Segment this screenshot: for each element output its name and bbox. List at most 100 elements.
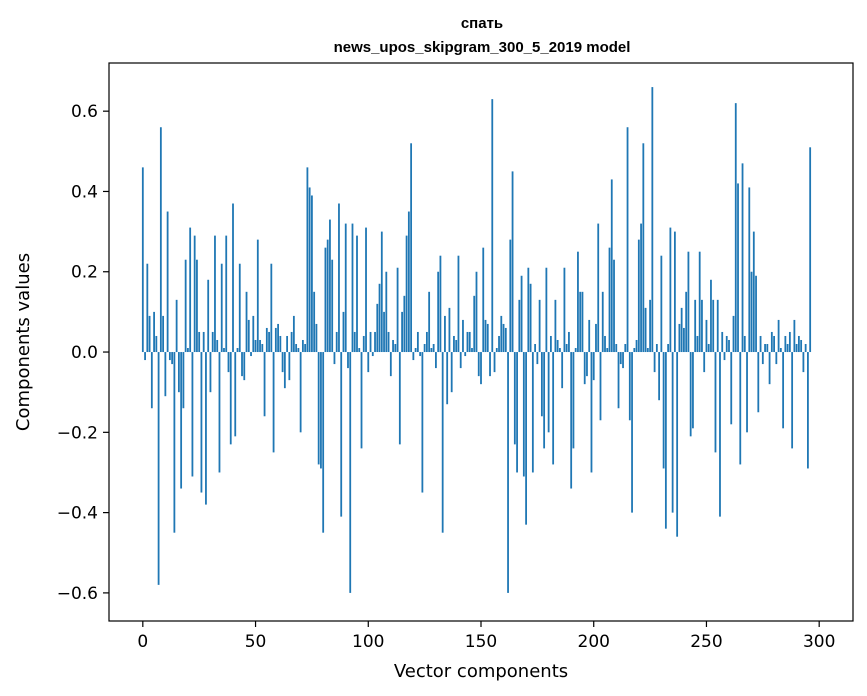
bar bbox=[791, 352, 794, 449]
bar bbox=[676, 352, 679, 537]
bar bbox=[349, 352, 352, 593]
bar bbox=[421, 352, 424, 493]
bar bbox=[640, 223, 642, 353]
bar bbox=[565, 344, 568, 353]
bar bbox=[155, 335, 158, 353]
bar bbox=[365, 227, 367, 353]
x-tick-label: 300 bbox=[803, 632, 835, 652]
bar bbox=[398, 352, 401, 445]
bar bbox=[243, 352, 246, 381]
bar bbox=[182, 352, 185, 409]
bar bbox=[723, 352, 726, 361]
bar bbox=[581, 291, 584, 353]
bar bbox=[597, 223, 600, 353]
bar bbox=[265, 327, 268, 353]
bar bbox=[320, 352, 322, 469]
chart-subtitle: news_upos_skipgram_300_5_2019 model bbox=[334, 39, 631, 56]
bar bbox=[306, 167, 309, 353]
bar bbox=[297, 348, 300, 353]
bar bbox=[685, 291, 688, 353]
bar bbox=[626, 127, 629, 353]
bar bbox=[498, 335, 500, 353]
bar bbox=[322, 352, 325, 533]
bar bbox=[777, 319, 780, 353]
bar bbox=[315, 323, 318, 353]
bar bbox=[277, 323, 279, 353]
bar bbox=[247, 319, 250, 353]
plot-frame bbox=[108, 62, 854, 622]
bar bbox=[552, 352, 555, 465]
y-tick-label: −0.2 bbox=[57, 423, 98, 443]
bar bbox=[664, 352, 667, 529]
bar bbox=[739, 352, 742, 465]
bar bbox=[223, 348, 225, 353]
bar bbox=[554, 299, 557, 353]
bar bbox=[141, 167, 144, 353]
bar bbox=[272, 352, 275, 453]
bar bbox=[385, 271, 388, 353]
bar bbox=[396, 267, 399, 353]
bar bbox=[568, 331, 570, 353]
bar bbox=[741, 163, 744, 353]
bar bbox=[732, 315, 735, 353]
bar bbox=[797, 335, 800, 353]
bar bbox=[540, 352, 543, 417]
bar bbox=[259, 339, 261, 353]
bar bbox=[660, 255, 663, 353]
bar bbox=[680, 307, 683, 353]
bar bbox=[308, 187, 311, 353]
bar bbox=[191, 352, 194, 477]
bar bbox=[513, 352, 516, 445]
bar bbox=[171, 352, 174, 365]
bar bbox=[543, 352, 546, 449]
bar bbox=[655, 344, 658, 353]
bar bbox=[710, 279, 712, 353]
bar bbox=[416, 331, 419, 353]
bar bbox=[301, 339, 304, 353]
bar bbox=[446, 352, 449, 405]
bar bbox=[380, 231, 383, 353]
bar bbox=[439, 255, 442, 353]
bar bbox=[360, 352, 363, 449]
bar bbox=[347, 352, 349, 369]
bar bbox=[450, 352, 453, 393]
bar bbox=[159, 127, 162, 353]
bar bbox=[480, 352, 482, 385]
bar bbox=[622, 352, 624, 369]
bar bbox=[457, 255, 460, 353]
bar bbox=[166, 211, 169, 353]
bar bbox=[595, 323, 597, 353]
bar bbox=[489, 352, 491, 377]
y-tick-label: −0.6 bbox=[57, 584, 98, 604]
bar bbox=[423, 344, 426, 353]
y-tick-label: 0.2 bbox=[71, 263, 98, 283]
bar bbox=[263, 352, 266, 417]
bar bbox=[644, 307, 647, 353]
bar bbox=[518, 299, 521, 353]
bar bbox=[712, 299, 715, 353]
bar bbox=[453, 335, 455, 353]
bar bbox=[435, 352, 437, 369]
bar bbox=[809, 147, 812, 353]
bar bbox=[649, 299, 651, 353]
bar bbox=[692, 352, 694, 429]
bar bbox=[703, 352, 706, 373]
bar bbox=[786, 344, 789, 353]
bar bbox=[773, 335, 775, 353]
bar bbox=[268, 331, 270, 353]
bar bbox=[725, 335, 728, 353]
bar bbox=[475, 271, 478, 353]
bar bbox=[236, 348, 239, 353]
bar bbox=[779, 348, 782, 353]
bar bbox=[631, 352, 633, 513]
bar bbox=[743, 335, 746, 353]
bar bbox=[279, 335, 282, 353]
bar bbox=[369, 331, 372, 353]
bar bbox=[730, 352, 733, 425]
bar bbox=[500, 315, 503, 353]
bar bbox=[326, 239, 329, 353]
x-tick-label: 0 bbox=[137, 632, 148, 652]
bar bbox=[371, 352, 374, 357]
bar bbox=[694, 299, 697, 353]
